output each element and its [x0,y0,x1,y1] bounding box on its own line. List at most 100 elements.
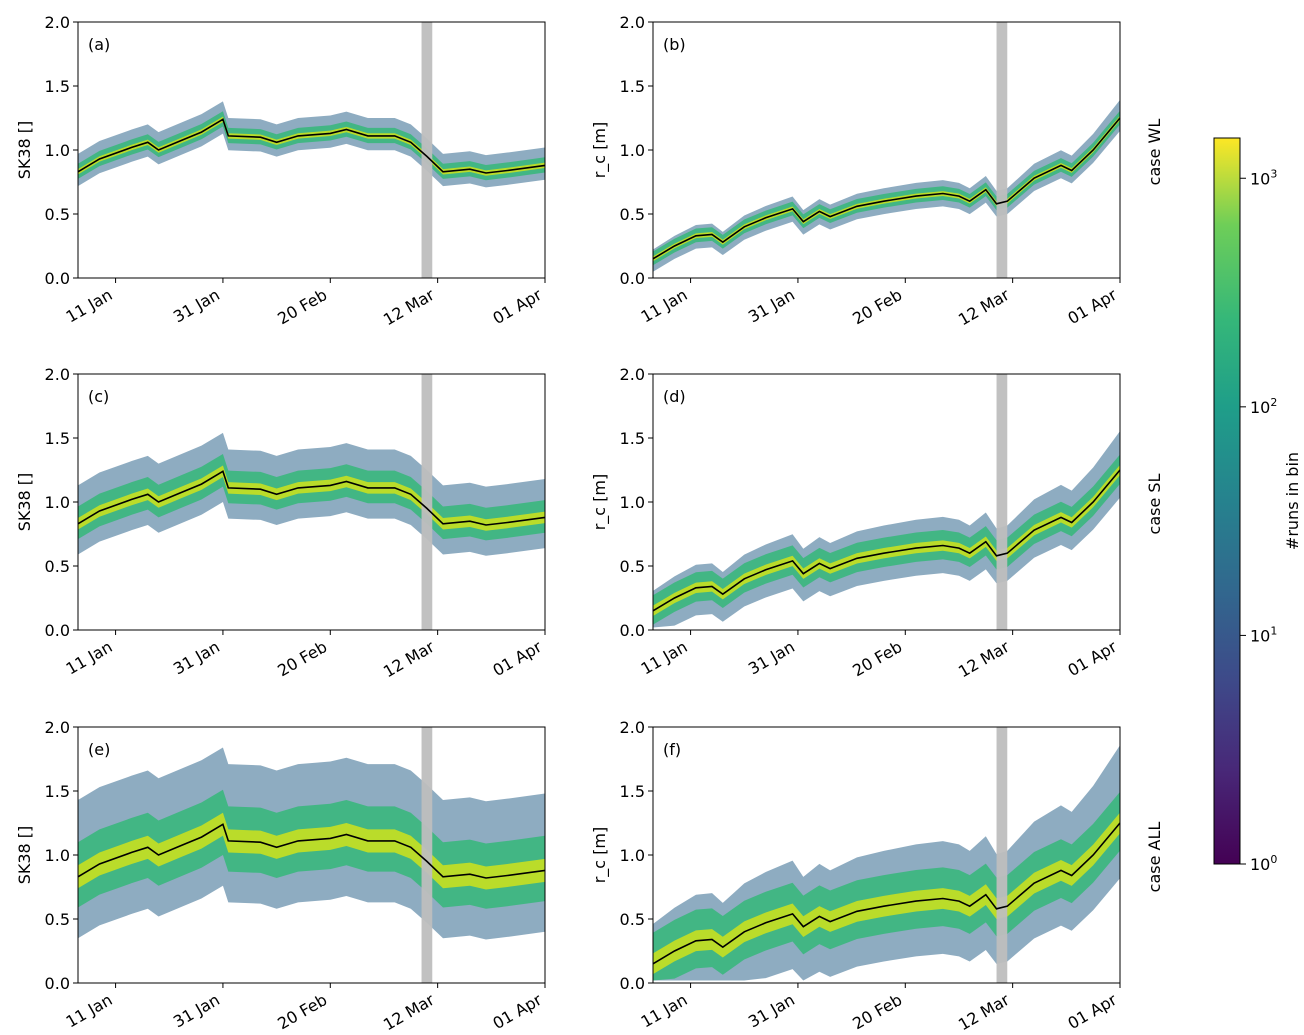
y-tick-label: 0.5 [45,205,70,224]
y-axis-label: r_c [m] [590,474,610,531]
x-tick-label: 11 Jan [638,990,691,1032]
panel-d: 0.0 0.5 1.0 1.5 2.0 11 Jan 31 Jan 20 Feb 12 Mar 0… [590,365,1121,681]
case-label-all: case ALL [1145,822,1164,893]
y-tick-label: 1.0 [620,846,645,865]
highlight-band [421,727,433,983]
x-tick-label: 01 Apr [489,990,545,1033]
y-tick-label: 0.5 [620,205,645,224]
y-tick-label: 0.5 [620,557,645,576]
x-tick-label: 12 Mar [380,990,438,1034]
panel-e: 0.0 0.5 1.0 1.5 2.0 11 Jan 31 Jan 20 Feb 12 Mar 0… [15,718,546,1034]
panel-label: (c) [88,387,109,406]
x-tick-label: 20 Feb [274,990,330,1033]
colorbar-tick-label: 102 [1250,396,1277,417]
highlight-band [421,22,433,278]
colorbar-gradient [1213,137,1241,865]
x-tick-label: 31 Jan [745,637,798,679]
x-tick-label: 20 Feb [274,637,330,680]
x-tick-label: 20 Feb [849,285,905,328]
x-tick-label: 11 Jan [638,637,691,679]
y-tick-label: 1.0 [620,141,645,160]
panel-label: (e) [88,740,110,759]
x-tick-label: 31 Jan [170,285,223,327]
x-tick-label: 01 Apr [1064,990,1120,1033]
highlight-band [996,374,1008,630]
y-axis-label: SK38 [] [15,826,34,885]
density-outer [653,99,1120,272]
x-tick-label: 01 Apr [1064,285,1120,328]
panel-label: (b) [663,35,686,54]
x-tick-label: 01 Apr [489,285,545,328]
y-tick-label: 0.0 [620,974,645,993]
y-tick-label: 1.5 [620,429,645,448]
x-tick-label: 01 Apr [489,637,545,680]
highlight-band [996,22,1008,278]
panel-label: (f) [663,740,681,759]
y-tick-label: 1.0 [45,493,70,512]
panel-label: (a) [88,35,110,54]
density-core [653,812,1120,975]
panel-f: 0.0 0.5 1.0 1.5 2.0 11 Jan 31 Jan 20 Feb 12 Mar 0… [590,718,1121,1034]
density-mid [653,110,1120,266]
x-tick-label: 20 Feb [849,990,905,1033]
x-tick-label: 12 Mar [380,637,438,681]
x-tick-label: 11 Jan [63,990,116,1032]
y-tick-label: 1.0 [620,493,645,512]
y-tick-label: 0.5 [45,557,70,576]
density-mid [653,454,1120,625]
y-tick-label: 1.5 [620,77,645,96]
y-tick-label: 2.0 [45,365,70,384]
x-tick-label: 20 Feb [849,637,905,680]
y-axis-label: r_c [m] [590,827,610,884]
highlight-band [996,727,1008,983]
case-label-sl: case SL [1145,473,1164,534]
y-tick-label: 1.5 [620,782,645,801]
y-tick-label: 0.5 [620,910,645,929]
colorbar-tick-label: 100 [1250,853,1277,874]
panel-label: (d) [663,387,686,406]
panel-c: 0.0 0.5 1.0 1.5 2.0 11 Jan 31 Jan 20 Feb 12 Mar 0… [15,365,546,681]
y-tick-label: 1.0 [45,141,70,160]
panel-label-box [657,30,693,56]
y-tick-label: 1.5 [45,77,70,96]
y-tick-label: 2.0 [45,718,70,737]
x-tick-label: 11 Jan [63,637,116,679]
colorbar-tick-label: 103 [1250,167,1277,188]
panel-a: 0.0 0.5 1.0 1.5 2.0 11 Jan 31 Jan 20 Feb 12 Mar 0… [15,13,546,329]
median-line [77,118,546,174]
x-tick-label: 31 Jan [170,990,223,1032]
y-tick-label: 1.0 [45,846,70,865]
panel-label-box [82,30,118,56]
colorbar-tick-exponent: 1 [1270,624,1277,637]
y-axis-label: r_c [m] [590,122,610,179]
x-tick-label: 31 Jan [745,285,798,327]
highlight-band [421,374,433,630]
y-tick-label: 0.0 [620,269,645,288]
colorbar-tick-exponent: 0 [1270,853,1277,866]
y-tick-label: 0.0 [620,621,645,640]
density-core [78,116,545,176]
y-tick-label: 2.0 [620,718,645,737]
y-tick-label: 2.0 [45,13,70,32]
median-line [77,823,546,879]
x-tick-label: 12 Mar [380,285,438,329]
y-tick-label: 0.0 [45,974,70,993]
y-tick-label: 0.0 [45,269,70,288]
median-line [652,117,1121,260]
x-tick-label: 20 Feb [274,285,330,328]
panel-label-box [657,382,693,408]
x-tick-label: 12 Mar [955,285,1013,329]
x-tick-label: 12 Mar [955,637,1013,681]
x-tick-label: 11 Jan [63,285,116,327]
x-tick-label: 12 Mar [955,990,1013,1034]
y-axis-label: SK38 [] [15,473,34,532]
y-axis-label: SK38 [] [15,121,34,180]
density-core [653,464,1120,616]
median-line [652,469,1121,612]
median-line [652,822,1121,965]
x-tick-label: 31 Jan [745,990,798,1032]
colorbar-tick-label: 101 [1250,624,1277,645]
y-tick-label: 2.0 [620,365,645,384]
